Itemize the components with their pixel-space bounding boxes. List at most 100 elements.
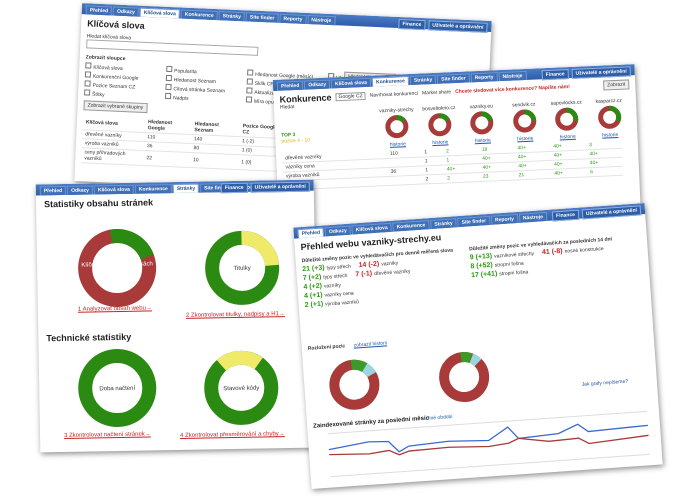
tab[interactable]: Reporty: [279, 13, 307, 24]
checkbox[interactable]: [246, 87, 253, 94]
keyword: stropní fošna: [494, 260, 524, 269]
checkbox[interactable]: [85, 62, 92, 69]
cell: 23: [479, 170, 516, 182]
position: 17 (+41): [470, 270, 498, 280]
link[interactable]: 1 Analyzovat obsah webu→: [77, 305, 152, 313]
tab[interactable]: Přehled: [39, 185, 67, 196]
content: Přehled webu vazniky-strechy.eu Důležité…: [294, 214, 663, 489]
donut-label: Google: [454, 374, 474, 381]
tab[interactable]: Odkazy: [304, 79, 331, 90]
link[interactable]: historie: [517, 135, 534, 143]
button[interactable]: Zobrazit vybrané skupiny: [83, 100, 148, 114]
option-label: Popularita: [174, 68, 197, 76]
site: sapovlocks.cz historie: [545, 99, 589, 141]
checkbox[interactable]: [165, 83, 172, 91]
cell: 21: [515, 169, 552, 180]
donut: [78, 229, 157, 308]
tab[interactable]: Finance: [541, 69, 569, 81]
grid-line: [327, 410, 648, 435]
donut: [470, 111, 494, 135]
link[interactable]: historie: [559, 133, 576, 141]
donut-label: Titulky: [234, 266, 251, 272]
site: bosveltokno.cz historie: [418, 105, 462, 147]
tab[interactable]: Nástroje: [307, 14, 336, 26]
button[interactable]: Zobrazit: [603, 79, 630, 91]
tab[interactable]: Nástroje: [498, 70, 527, 82]
line: [329, 434, 649, 456]
site: kasparcz.cz historie: [587, 97, 631, 139]
link[interactable]: Jiné obdobi: [427, 414, 453, 422]
position: 41 (-8): [541, 247, 563, 257]
tab[interactable]: Klíčová slova: [139, 7, 181, 19]
tab[interactable]: Odkazy: [67, 185, 94, 195]
graphics: Seznam Google Zaindexované stránky za po…: [313, 352, 651, 478]
tab[interactable]: Finance: [398, 18, 426, 31]
tab[interactable]: Konkurence: [180, 9, 218, 21]
tab[interactable]: Site finder: [245, 12, 279, 23]
link[interactable]: Navrhovat konkurenci: [369, 90, 419, 99]
donut-label: Stavové kódy: [223, 386, 259, 393]
column: Důležité změny pozic ve vyhledávačích za…: [469, 235, 642, 298]
position: 8 (+52): [470, 261, 494, 271]
tab[interactable]: Konkurence: [371, 76, 410, 87]
keyword: vazníky cena: [324, 290, 354, 299]
site: vazniky.eu historie: [460, 103, 504, 145]
keyword: typy střech: [323, 272, 348, 281]
checkbox[interactable]: [164, 92, 172, 100]
option-label: Štítky: [91, 91, 105, 99]
checkbox[interactable]: [84, 71, 92, 78]
link[interactable]: historie: [602, 131, 619, 139]
checkbox[interactable]: [165, 74, 173, 82]
tab[interactable]: Stránky: [409, 74, 437, 85]
tab[interactable]: Přehled: [85, 5, 113, 16]
link[interactable]: historie: [389, 141, 407, 148]
checkbox[interactable]: [246, 78, 253, 85]
link[interactable]: historie: [474, 137, 492, 145]
checkbox[interactable]: [84, 80, 91, 87]
tab[interactable]: Site finder: [437, 73, 470, 84]
cell: ceny příhradových vazníků: [81, 147, 144, 166]
tab[interactable]: Klíčová slova: [330, 77, 372, 89]
select[interactable]: Google CZ: [335, 91, 366, 102]
line: [328, 423, 649, 453]
cell: [387, 175, 423, 186]
position: 7 (-1): [355, 270, 373, 279]
segment: [439, 352, 490, 403]
tab[interactable]: Stránky: [172, 183, 200, 194]
checkbox[interactable]: [84, 89, 91, 96]
segment: [428, 113, 452, 137]
tab[interactable]: Odkazy: [112, 6, 140, 17]
segment: [470, 111, 494, 135]
donut: Google: [439, 352, 490, 403]
overview-panel: Přehled Odkazy Klíčová slova Konkurence Strá…: [293, 203, 663, 489]
checkbox[interactable]: [247, 69, 254, 76]
segment: [205, 230, 280, 305]
donut: [385, 115, 409, 139]
link[interactable]: Market share: [421, 89, 452, 97]
option-label: Nadpis: [172, 95, 189, 102]
position: 14 (-2): [358, 260, 380, 270]
column: Důležité změny pozic ve vyhledávačích pr…: [301, 247, 464, 309]
competition-panel: Přehled Odkazy Klíčová slova Konkurence Strá…: [272, 64, 642, 238]
checkbox[interactable]: [245, 96, 253, 103]
donut: [513, 109, 537, 133]
donut-label: Klíčová slova na stránkách: [81, 261, 152, 268]
checkbox[interactable]: [166, 65, 173, 73]
link[interactable]: historie: [432, 139, 449, 147]
position: 2 (+1): [304, 300, 324, 309]
segment: [439, 352, 490, 403]
cell: 40+: [551, 167, 588, 179]
keyword: dřevěné vazníky: [373, 268, 411, 278]
tab[interactable]: Stránky: [218, 11, 246, 22]
position: 9 (+13): [469, 252, 493, 262]
cell: 10: [189, 152, 239, 170]
cell: 2: [422, 174, 445, 185]
keyword: vazníky: [381, 260, 399, 268]
tab[interactable]: Přehled: [276, 80, 304, 91]
keyword: výroba vazníků: [325, 299, 359, 308]
link[interactable]: Jak grafy nepíšeme?: [582, 379, 629, 388]
content: Konkurence Google CZ Navrhovat konkurenc…: [273, 75, 639, 195]
cell: 22: [143, 150, 191, 168]
tab[interactable]: Reporty: [470, 72, 498, 83]
